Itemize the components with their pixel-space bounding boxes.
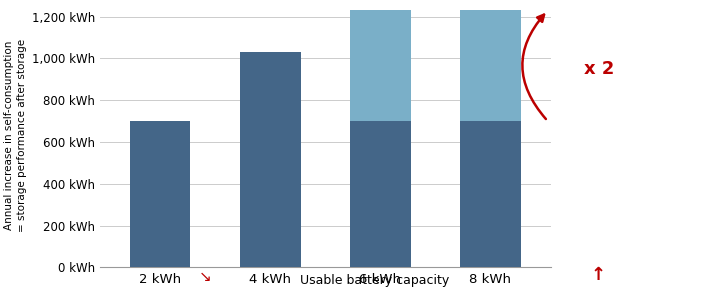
Text: x 2: x 2	[584, 60, 614, 78]
Text: ↑: ↑	[590, 266, 606, 284]
Bar	[350, 121, 410, 267]
Y-axis label: Annual increase in self-consumption
= storage performance after storage: Annual increase in self-consumption = st…	[4, 39, 27, 232]
Bar	[460, 121, 521, 267]
Text: Usable battery capacity: Usable battery capacity	[300, 274, 449, 287]
Bar	[460, 10, 521, 121]
Text: ↘: ↘	[199, 269, 212, 284]
Bar	[240, 52, 300, 267]
Bar	[350, 10, 410, 121]
Bar	[130, 121, 191, 267]
